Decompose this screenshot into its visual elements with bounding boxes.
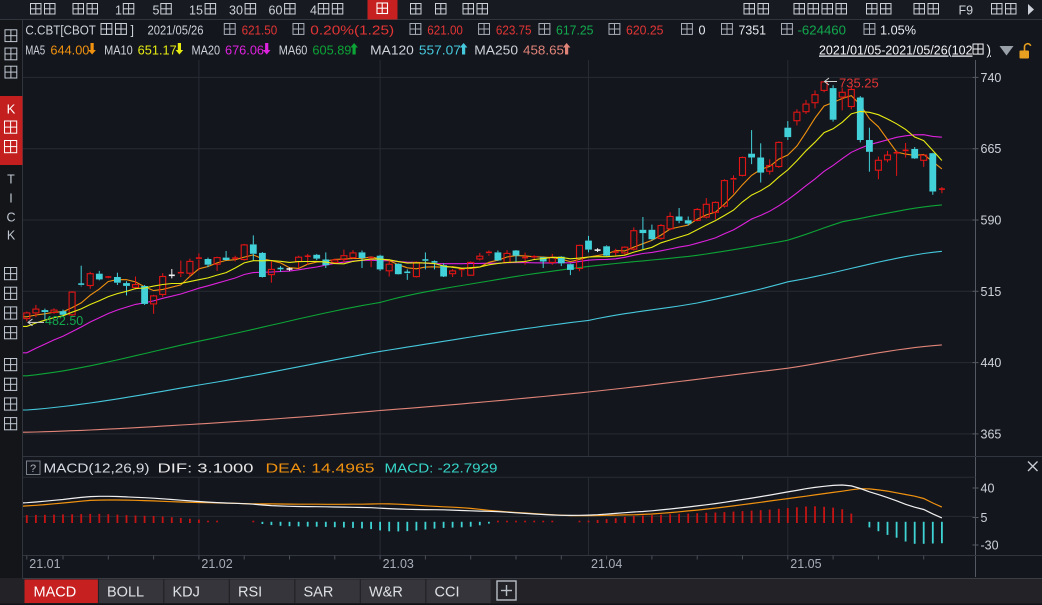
svg-text:1: 1	[115, 4, 122, 18]
svg-text:21.05: 21.05	[790, 557, 821, 571]
svg-text:MA20: MA20	[192, 44, 221, 58]
svg-text:2021/01/05-2021/05/26(102: 2021/01/05-2021/05/26(102	[819, 44, 973, 58]
svg-text:BOLL: BOLL	[107, 585, 144, 601]
svg-text:665: 665	[981, 142, 1002, 156]
svg-text:I: I	[9, 192, 12, 206]
svg-text:MA120: MA120	[370, 44, 414, 58]
svg-text:5: 5	[153, 4, 160, 18]
svg-text:F9: F9	[959, 4, 974, 18]
svg-text:MACD(12,26,9): MACD(12,26,9)	[44, 462, 150, 476]
svg-text:644.00: 644.00	[50, 44, 89, 58]
svg-text:DEA: 14.4965: DEA: 14.4965	[266, 462, 375, 476]
svg-text:740: 740	[981, 71, 1002, 85]
svg-text:676.06: 676.06	[225, 44, 264, 58]
svg-text:0: 0	[699, 24, 706, 38]
svg-text:-30: -30	[981, 539, 999, 553]
svg-text:623.75: 623.75	[496, 24, 532, 38]
svg-text:590: 590	[981, 214, 1002, 228]
svg-text:0.20%(1.25): 0.20%(1.25)	[310, 24, 394, 38]
svg-text:621.00: 621.00	[427, 24, 463, 38]
svg-text:MACD: -22.7929: MACD: -22.7929	[385, 462, 498, 476]
svg-text:CCI: CCI	[435, 585, 460, 601]
svg-text:605.89: 605.89	[312, 44, 351, 58]
svg-text:RSI: RSI	[238, 585, 262, 601]
svg-text:440: 440	[981, 356, 1002, 370]
svg-text:365: 365	[981, 427, 1002, 441]
svg-text:MACD: MACD	[34, 585, 77, 601]
svg-text:MA250: MA250	[474, 44, 518, 58]
svg-text:40: 40	[981, 482, 995, 496]
svg-text:1.05%: 1.05%	[880, 24, 916, 38]
svg-text:W&R: W&R	[369, 585, 403, 601]
svg-text:T: T	[7, 173, 15, 187]
svg-text:21.01: 21.01	[29, 557, 60, 571]
svg-text:617.25: 617.25	[556, 24, 594, 38]
svg-text:60: 60	[269, 4, 283, 18]
svg-text:4: 4	[310, 4, 317, 18]
svg-text:MA10: MA10	[104, 44, 133, 58]
svg-text:K: K	[7, 229, 16, 243]
svg-text:15: 15	[189, 4, 203, 18]
svg-text:?: ?	[30, 463, 36, 475]
svg-text:21.02: 21.02	[201, 557, 232, 571]
svg-text:21.03: 21.03	[383, 557, 414, 571]
svg-text:-624460: -624460	[798, 24, 847, 38]
svg-text:458.65: 458.65	[523, 44, 564, 58]
svg-text:515: 515	[981, 285, 1002, 299]
svg-text:621.50: 621.50	[242, 24, 278, 38]
svg-text:): )	[987, 43, 992, 58]
svg-text:21.04: 21.04	[591, 557, 622, 571]
svg-text:DIF: 3.1000: DIF: 3.1000	[158, 462, 254, 476]
svg-text:30: 30	[229, 4, 243, 18]
svg-text:2021/05/26: 2021/05/26	[148, 24, 204, 38]
svg-text:C: C	[6, 211, 15, 225]
svg-text:SAR: SAR	[304, 585, 334, 601]
svg-text:MA60: MA60	[279, 44, 308, 58]
svg-text:7351: 7351	[739, 24, 767, 38]
svg-text:651.17: 651.17	[138, 44, 177, 58]
svg-text:482.50: 482.50	[45, 314, 83, 328]
svg-text:KDJ: KDJ	[173, 585, 200, 601]
svg-text:620.25: 620.25	[626, 24, 664, 38]
svg-text:5: 5	[981, 511, 988, 525]
svg-text:C.CBT[CBOT: C.CBT[CBOT	[25, 24, 96, 38]
svg-text:]: ]	[131, 24, 134, 38]
svg-text:K: K	[7, 102, 16, 117]
svg-text:735.25: 735.25	[839, 76, 879, 91]
svg-text:557.07: 557.07	[419, 44, 461, 58]
svg-text:MA5: MA5	[25, 44, 45, 58]
